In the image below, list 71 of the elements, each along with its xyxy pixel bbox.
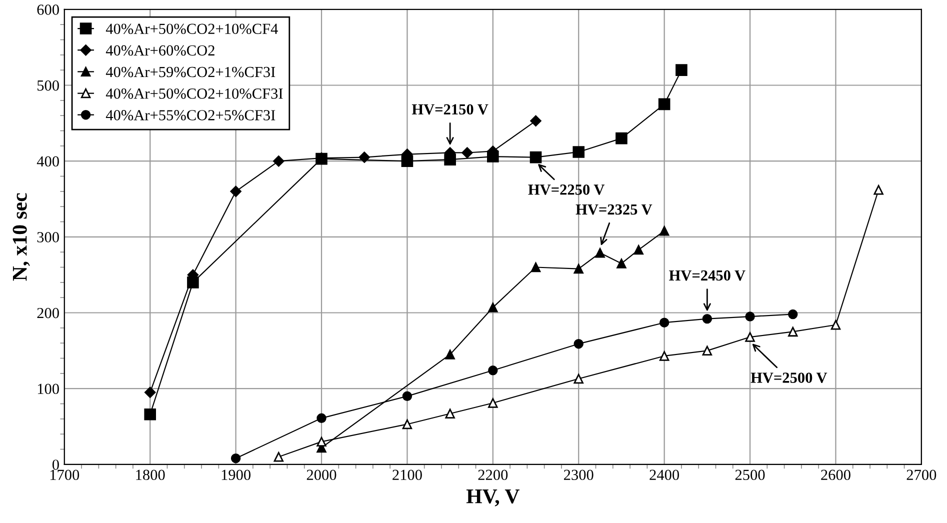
point [658,98,670,110]
x-tick-label: 2100 [392,470,422,480]
point [488,398,498,408]
point [358,152,370,163]
x-tick-label: 1800 [136,470,165,480]
y-tick-label: 100 [38,384,59,394]
point [702,314,712,324]
x-tick-label: 2700 [906,470,936,480]
legend-label: 40%Ar+60%CO2 [106,45,214,56]
x-axis-title: HV, V [466,490,520,506]
point [230,453,241,464]
point [659,318,670,328]
x-tick-label: 2400 [650,470,680,480]
point [788,326,798,337]
point [745,312,755,322]
point [659,226,670,236]
point [634,244,644,255]
y-tick-label: 200 [37,308,59,318]
annotation: HV=2150 V [412,104,488,115]
y-tick-label: 600 [37,4,59,15]
point [574,374,584,384]
point [230,186,242,198]
x-tick-label: 2200 [478,470,508,480]
y-tick-label: 500 [38,80,59,91]
y-tick-label: 300 [37,232,59,242]
point [572,146,585,158]
y-axis-title: N, x10 sec [12,193,30,281]
legend-label: 40%Ar+50%CO2+10%CF4 [106,24,278,34]
point [676,64,688,76]
x-tick-label: 2500 [735,470,765,480]
y-tick-label: 0 [52,460,59,470]
x-tick-label: 2600 [821,470,850,480]
point [616,132,628,144]
point [488,366,498,376]
point [462,147,473,158]
point [702,346,712,356]
x-tick-label: 2000 [306,470,336,480]
point [574,264,584,274]
point [402,391,412,402]
annotation: HV=2250 V [528,184,605,195]
x-tick-label: 1900 [222,470,250,480]
point [745,332,755,342]
point [316,436,326,447]
annotation: HV=2325 V [576,204,652,215]
annotation: HV=2450 V [669,270,746,281]
y-tick-label: 400 [36,156,59,167]
point [316,413,326,424]
point [530,115,542,126]
point [144,408,156,420]
point [445,408,455,418]
legend-label: 40%Ar+55%CO2+5%CF3I [106,110,276,120]
point [445,350,455,360]
point [488,302,498,312]
point [144,386,156,398]
point [402,419,412,430]
point [616,258,626,268]
point [273,155,284,167]
point [530,151,542,164]
x-tick-label: 1700 [50,470,80,480]
point [659,351,670,361]
point [595,248,605,258]
legend-label: 40%Ar+59%CO2+1%CF3I [106,66,276,78]
point [574,338,584,349]
point [788,309,798,320]
point [874,185,884,195]
x-tick-label: 2300 [564,470,594,480]
point [530,262,541,272]
annotation: HV=2500 V [750,372,828,383]
point [274,452,284,462]
legend-label: 40%Ar+50%CO2+10%CF3I [106,88,283,99]
point [830,320,841,330]
